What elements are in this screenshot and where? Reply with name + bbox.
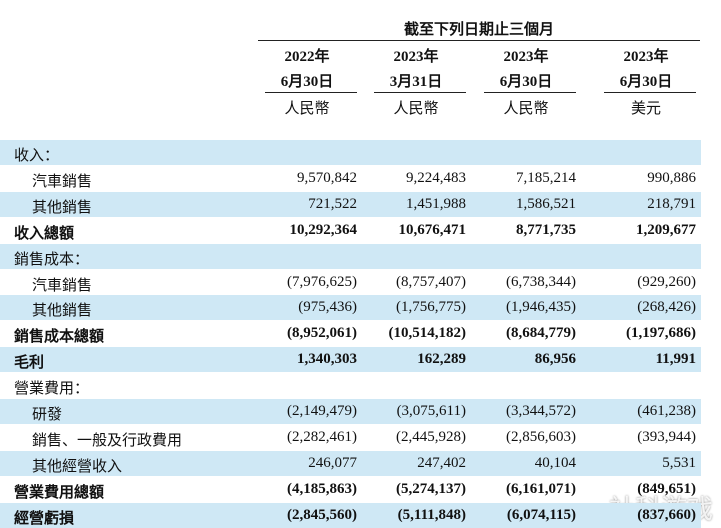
table-row: 經營虧損 (2,845,560) (5,111,848) (6,074,115) (83…: [0, 502, 701, 528]
cell-value: (1,197,686): [626, 325, 696, 342]
cell-value: (268,426): [637, 299, 696, 316]
header-rule: [258, 40, 700, 41]
table-row: 汽車銷售 9,570,842 9,224,483 7,185,214 990,886: [0, 166, 701, 191]
cell-value: 9,570,842: [297, 169, 357, 186]
cell-value: 11,991: [655, 351, 696, 368]
table-row: 營業費用總額 (4,185,863) (5,274,137) (6,161,071) (…: [0, 477, 701, 502]
column-rule: [265, 92, 357, 93]
cell-value: (5,274,137): [396, 480, 466, 497]
row-label: 收入：: [14, 148, 60, 164]
cell-value: 1,340,303: [297, 351, 357, 368]
row-label: 其他銷售: [32, 199, 93, 216]
row-label: 其他銷售: [32, 303, 93, 320]
row-label: 汽車銷售: [32, 173, 93, 190]
table-row: 銷售成本：: [0, 243, 701, 269]
column-currency: 人民幣: [503, 101, 549, 117]
cell-value: (837,660): [637, 506, 696, 523]
cell-value: (8,952,061): [287, 325, 357, 342]
column-year: 2023年: [623, 49, 669, 65]
cell-value: 1,451,988: [406, 195, 466, 212]
table-row: 其他銷售 721,522 1,451,988 1,586,521 218,791: [0, 191, 701, 217]
cell-value: 5,531: [662, 454, 696, 471]
cell-value: (1,946,435): [506, 299, 576, 316]
cell-value: (8,757,407): [396, 273, 466, 290]
cell-value: (975,436): [298, 299, 357, 316]
row-label: 銷售成本：: [14, 251, 90, 268]
row-label: 其他經營收入: [32, 458, 123, 475]
column-rule: [484, 92, 576, 93]
column-rule: [374, 92, 466, 93]
cell-value: (461,238): [637, 403, 696, 419]
cell-value: (849,651): [637, 480, 696, 497]
row-label: 銷售、一般及行政費用: [32, 432, 183, 449]
table-row: 研發 (2,149,479) (3,075,611) (3,344,572) (461,…: [0, 399, 701, 424]
header-title: 截至下列日期止三個月: [403, 22, 554, 38]
column-year: 2022年: [284, 49, 330, 65]
cell-value: 8,771,735: [516, 221, 576, 238]
row-label: 毛利: [14, 355, 45, 372]
cell-value: 990,886: [647, 169, 696, 186]
column-year: 2023年: [393, 49, 439, 65]
column-currency: 美元: [630, 101, 661, 117]
table-row: 其他經營收入 246,077 247,402 40,104 5,531: [0, 450, 701, 476]
cell-value: 1,209,677: [636, 221, 696, 238]
table-row: 收入：: [0, 140, 701, 165]
table-row: 銷售成本總額 (8,952,061) (10,514,182) (8,684,779)…: [0, 321, 701, 346]
row-label: 收入總額: [14, 225, 75, 242]
cell-value: (8,684,779): [506, 325, 576, 342]
cell-value: (2,149,479): [287, 403, 357, 419]
cell-value: 86,956: [534, 351, 576, 368]
table-row: 其他銷售 (975,436) (1,756,775) (1,946,435) (268,…: [0, 295, 701, 321]
row-label: 汽車銷售: [32, 277, 93, 294]
cell-value: (5,111,848): [397, 506, 466, 523]
cell-value: (7,976,625): [287, 273, 357, 290]
table-row: 銷售、一般及行政費用 (2,282,461) (2,445,928) (2,856,6…: [0, 425, 701, 450]
column-date: 6月30日: [280, 74, 334, 90]
cell-value: (3,344,572): [506, 403, 576, 419]
row-label: 經營虧損: [14, 510, 75, 527]
table-row: 毛利 1,340,303 162,289 86,956 11,991: [0, 347, 701, 373]
column-date: 6月30日: [499, 74, 553, 90]
row-label: 研發: [32, 407, 63, 423]
cell-value: (2,856,603): [506, 428, 576, 445]
column-year: 2023年: [503, 49, 549, 65]
cell-value: 10,676,471: [398, 221, 467, 238]
cell-value: (2,845,560): [287, 506, 357, 523]
cell-value: 162,289: [417, 351, 466, 368]
column-date: 3月31日: [389, 74, 443, 90]
cell-value: 40,104: [534, 454, 576, 471]
column-currency: 人民幣: [284, 101, 330, 117]
cell-value: (10,514,182): [388, 325, 467, 342]
column-rule: [604, 92, 696, 93]
cell-value: (1,756,775): [396, 299, 466, 316]
column-currency: 人民幣: [393, 101, 439, 117]
cell-value: (2,282,461): [287, 428, 357, 445]
table-row: 汽車銷售 (7,976,625) (8,757,407) (6,738,344) (92…: [0, 270, 701, 295]
row-label: 營業費用總額: [14, 484, 105, 501]
cell-value: 10,292,364: [289, 221, 358, 238]
cell-value: 721,522: [308, 195, 357, 212]
cell-value: 1,586,521: [516, 195, 576, 212]
cell-value: (6,738,344): [506, 273, 576, 290]
cell-value: 7,185,214: [516, 169, 576, 186]
cell-value: (2,445,928): [396, 428, 466, 445]
cell-value: (6,074,115): [506, 506, 576, 523]
table-row: 營業費用：: [0, 373, 701, 398]
cell-value: 247,402: [417, 454, 466, 471]
column-date: 6月30日: [619, 74, 673, 90]
row-label: 營業費用：: [14, 381, 90, 398]
cell-value: 9,224,483: [406, 169, 466, 186]
cell-value: (4,185,863): [287, 480, 357, 497]
cell-value: (393,944): [637, 428, 696, 445]
cell-value: 246,077: [308, 454, 357, 471]
table-row: 收入總額 10,292,364 10,676,471 8,771,735 1,209,6…: [0, 218, 701, 243]
row-label: 銷售成本總額: [14, 329, 105, 346]
cell-value: 218,791: [647, 195, 696, 212]
cell-value: (3,075,611): [396, 403, 466, 419]
cell-value: (929,260): [637, 273, 696, 290]
cell-value: (6,161,071): [506, 480, 576, 497]
